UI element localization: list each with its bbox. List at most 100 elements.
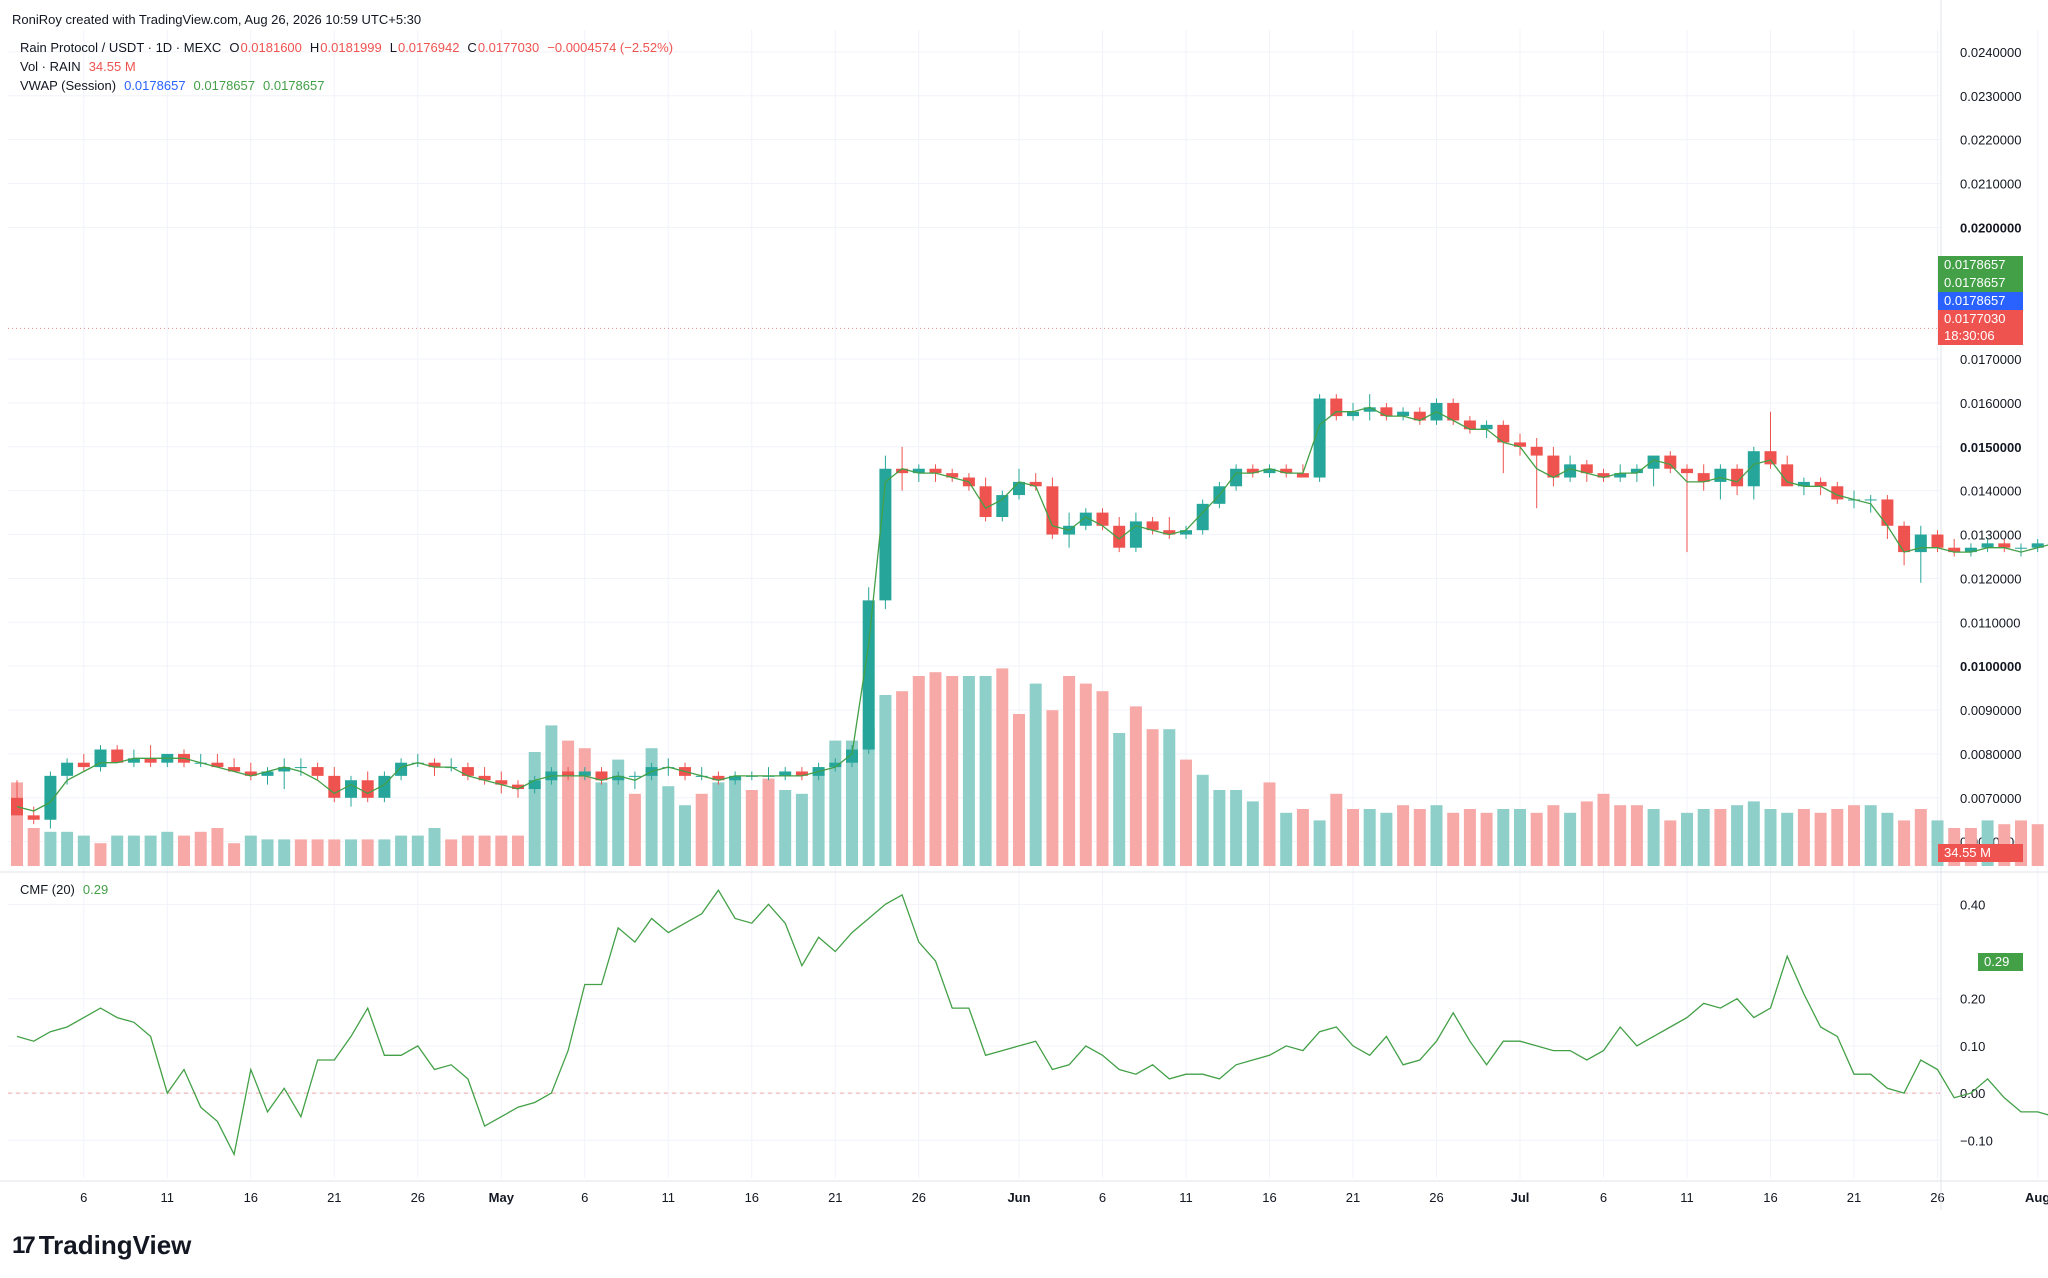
candle-body: [44, 775, 57, 820]
candle-body: [562, 771, 575, 776]
candle-body: [1497, 424, 1510, 443]
time-tick-label: 6: [1099, 1190, 1106, 1205]
volume-bar: [528, 752, 541, 866]
volume-bar: [61, 831, 74, 866]
volume-bar: [1347, 809, 1359, 866]
candle-body: [144, 758, 157, 763]
price-tick-label: 0.0080000: [1960, 747, 2021, 762]
candle-body: [595, 771, 608, 781]
time-tick-label: 26: [1429, 1190, 1443, 1205]
candle-body: [1864, 499, 1877, 501]
volume-bar: [1731, 805, 1744, 866]
volume-bar: [1213, 790, 1226, 866]
candle-body: [946, 473, 959, 478]
candle-body: [1898, 525, 1911, 553]
volume-bar: [1864, 805, 1877, 866]
vwap-value-2: 0.0178657: [193, 78, 255, 93]
candle-body: [1881, 499, 1894, 526]
candle-body: [1380, 407, 1393, 417]
volume-bar: [395, 835, 408, 866]
candle-body: [1731, 468, 1744, 487]
candle-body: [1463, 420, 1476, 430]
symbol-name: Rain Protocol / USDT · 1D · MEXC: [20, 40, 222, 55]
volume-bar: [2031, 824, 2044, 866]
volume-bar: [1681, 812, 1693, 866]
volume-bar: [1564, 812, 1577, 866]
volume-bar: [411, 835, 424, 866]
candle-body: [1931, 534, 1944, 548]
volume-bar: [1146, 729, 1159, 866]
candle-body: [1981, 543, 1994, 548]
volume-bar: [912, 676, 925, 866]
candle-body: [1313, 398, 1326, 478]
cmf-price-label: 0.29: [1978, 953, 2023, 971]
volume-bar: [1113, 733, 1126, 866]
candle-body: [1948, 547, 1961, 553]
cmf-tick-label: 0.00: [1960, 1086, 1985, 1101]
price-tick-label: 0.0140000: [1960, 484, 2021, 499]
candle-body: [1697, 473, 1710, 482]
vwap-legend: VWAP (Session) 0.0178657 0.0178657 0.017865…: [20, 78, 330, 93]
candle-body: [2015, 547, 2027, 549]
volume-bar: [1230, 790, 1243, 866]
volume-bar: [161, 831, 174, 866]
candle-body: [1180, 530, 1192, 535]
close-label: C: [467, 40, 477, 55]
volume-bar: [1614, 805, 1627, 866]
time-tick-label: 21: [1346, 1190, 1360, 1205]
candle-body: [2031, 543, 2044, 548]
candle-body: [729, 775, 742, 781]
volume-bar: [1079, 683, 1092, 866]
time-tick-label: 21: [327, 1190, 341, 1205]
candle-body: [628, 775, 641, 777]
volume-price-label: 34.55 M: [1938, 844, 2023, 862]
time-tick-label: 11: [161, 1190, 175, 1205]
volume-bar: [812, 767, 825, 866]
volume-bar: [645, 748, 658, 866]
change-value: −0.0004574 (−2.52%): [547, 40, 674, 55]
volume-bar: [545, 725, 558, 866]
volume-bar: [1781, 812, 1794, 866]
last-price-label: 0.0177030: [1938, 310, 2023, 328]
candle-body: [1664, 455, 1677, 469]
volume-bar: [461, 835, 474, 866]
volume-bar: [495, 835, 508, 866]
volume-bar: [1180, 759, 1192, 866]
candle-body: [1964, 547, 1977, 553]
volume-bar: [762, 778, 775, 866]
time-tick-label: 21: [828, 1190, 842, 1205]
time-tick-label: 26: [912, 1190, 926, 1205]
volume-bar: [1330, 793, 1343, 866]
time-tick-label: 16: [745, 1190, 759, 1205]
candle-body: [495, 780, 508, 785]
volume-bar: [896, 691, 909, 866]
vwap-price-label-3: 0.0178657: [1938, 292, 2023, 310]
volume-bar: [929, 672, 942, 866]
volume-bar: [211, 828, 224, 866]
tradingview-brand[interactable]: 17 TradingView: [12, 1230, 191, 1261]
volume-bar: [194, 831, 207, 866]
volume-bar: [1296, 809, 1309, 866]
volume-bar: [996, 668, 1009, 866]
cmf-tick-label: 0.20: [1960, 992, 1985, 1007]
candle-body: [1447, 402, 1460, 421]
volume-bar: [612, 759, 625, 866]
volume-bar: [1848, 805, 1860, 866]
price-tick-label: 0.0240000: [1960, 45, 2021, 60]
volume-bar: [1163, 729, 1176, 866]
cmf-tick-label: 0.10: [1960, 1039, 1985, 1054]
volume-bar: [1397, 805, 1410, 866]
time-tick-label: 26: [1930, 1190, 1944, 1205]
candle-body: [1113, 525, 1126, 548]
candle-body: [328, 775, 341, 798]
volume-bar: [428, 828, 441, 866]
time-tick-label: Jul: [1511, 1190, 1530, 1205]
volume-bar: [729, 778, 742, 866]
cmf-line: [16, 889, 2048, 1157]
candle-body: [27, 815, 40, 820]
volume-bar: [1497, 809, 1510, 866]
price-tick-label: 0.0120000: [1960, 571, 2021, 586]
volume-bar: [962, 676, 975, 866]
candle-body: [361, 780, 374, 798]
